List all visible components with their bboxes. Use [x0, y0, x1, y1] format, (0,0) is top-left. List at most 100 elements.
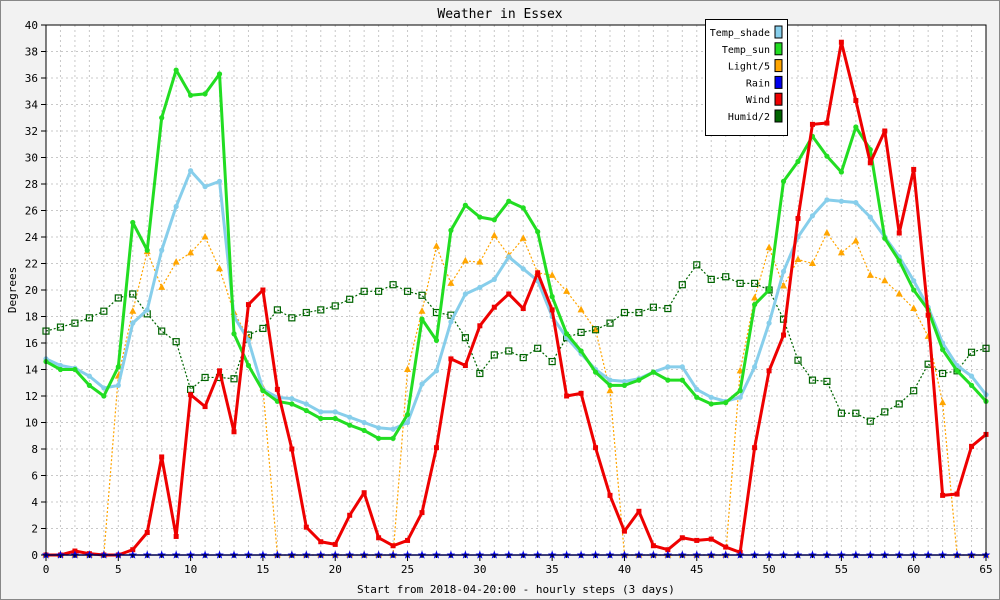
data-point: [303, 524, 309, 530]
data-point: [187, 248, 195, 256]
x-tick-label: 65: [979, 563, 992, 576]
data-point: [332, 541, 338, 547]
data-point: [159, 247, 165, 253]
data-point: [708, 394, 714, 400]
data-point: [376, 435, 382, 441]
data-point: [954, 368, 960, 374]
data-point: [231, 331, 237, 337]
data-point: [548, 357, 556, 366]
data-point: [158, 327, 166, 335]
data-point: [954, 491, 960, 497]
data-point: [347, 422, 353, 428]
data-point: [649, 303, 657, 311]
y-tick-label: 30: [25, 152, 38, 165]
data-point: [476, 369, 484, 378]
data-point: [607, 492, 613, 498]
data-point: [144, 529, 150, 535]
legend-swatch: [774, 42, 783, 56]
data-point: [620, 308, 629, 317]
data-point: [678, 281, 686, 289]
y-axis-label: Degrees: [6, 267, 19, 313]
x-tick-label: 35: [546, 563, 559, 576]
x-tick-label: 40: [618, 563, 631, 576]
series-line-humid-2: [45, 264, 987, 422]
x-tick-label: 55: [835, 563, 848, 576]
data-point: [419, 510, 425, 516]
data-point: [679, 535, 685, 541]
y-tick-label: 26: [25, 205, 38, 218]
data-point: [404, 419, 411, 426]
data-point: [664, 304, 672, 313]
data-point: [461, 256, 469, 264]
x-tick-label: 10: [184, 563, 197, 576]
data-point: [57, 366, 64, 373]
y-tick-label: 18: [25, 311, 38, 324]
data-point: [114, 294, 122, 302]
legend-label: Temp_sun: [722, 45, 770, 56]
data-point: [288, 314, 296, 322]
data-point: [274, 386, 280, 392]
data-point: [780, 282, 788, 289]
data-point: [606, 386, 614, 394]
data-point: [823, 229, 831, 236]
x-tick-label: 5: [115, 563, 122, 576]
data-point: [752, 445, 758, 451]
y-tick-label: 8: [31, 443, 38, 456]
x-tick-label: 0: [43, 563, 50, 576]
data-point: [809, 213, 816, 219]
data-point: [766, 287, 772, 293]
data-point: [332, 409, 338, 415]
data-point: [650, 369, 656, 375]
data-point: [520, 306, 526, 312]
data-point: [347, 414, 353, 420]
data-point: [188, 392, 194, 398]
data-point: [838, 39, 844, 45]
data-point: [144, 307, 150, 313]
data-point: [448, 356, 454, 362]
data-point: [780, 268, 787, 275]
legend-swatch: [774, 59, 783, 73]
data-point: [173, 533, 179, 539]
data-point: [564, 331, 570, 337]
data-point: [173, 67, 179, 73]
data-point: [405, 537, 411, 543]
data-point: [837, 409, 845, 417]
x-tick-label: 60: [907, 563, 920, 576]
x-tick-label: 15: [256, 563, 269, 576]
data-point: [172, 338, 180, 346]
data-point: [331, 302, 339, 310]
data-point: [462, 202, 468, 208]
data-point: [115, 382, 121, 388]
data-point: [853, 98, 859, 104]
data-point: [318, 539, 324, 545]
series-temp-sun: [43, 67, 989, 441]
data-point: [260, 287, 266, 293]
data-point: [881, 276, 889, 284]
data-point: [376, 535, 382, 541]
data-point: [86, 373, 92, 379]
data-point: [694, 386, 700, 392]
data-point: [940, 347, 946, 353]
data-point: [404, 411, 411, 418]
data-point: [245, 337, 252, 343]
data-point: [477, 323, 483, 329]
data-point: [202, 184, 208, 190]
legend-label: Wind: [746, 95, 770, 106]
data-point: [736, 279, 744, 287]
data-point: [592, 369, 599, 375]
data-point: [390, 435, 396, 441]
data-point: [969, 443, 975, 449]
data-point: [896, 230, 902, 236]
data-point: [766, 320, 772, 326]
y-tick-label: 22: [25, 258, 38, 271]
data-point: [418, 291, 426, 299]
data-point: [188, 168, 194, 174]
data-point: [317, 306, 325, 314]
data-point: [245, 302, 251, 308]
data-point: [708, 536, 714, 542]
data-point: [491, 304, 497, 310]
data-point: [418, 307, 426, 314]
data-point: [693, 261, 701, 269]
x-tick-label: 50: [762, 563, 775, 576]
